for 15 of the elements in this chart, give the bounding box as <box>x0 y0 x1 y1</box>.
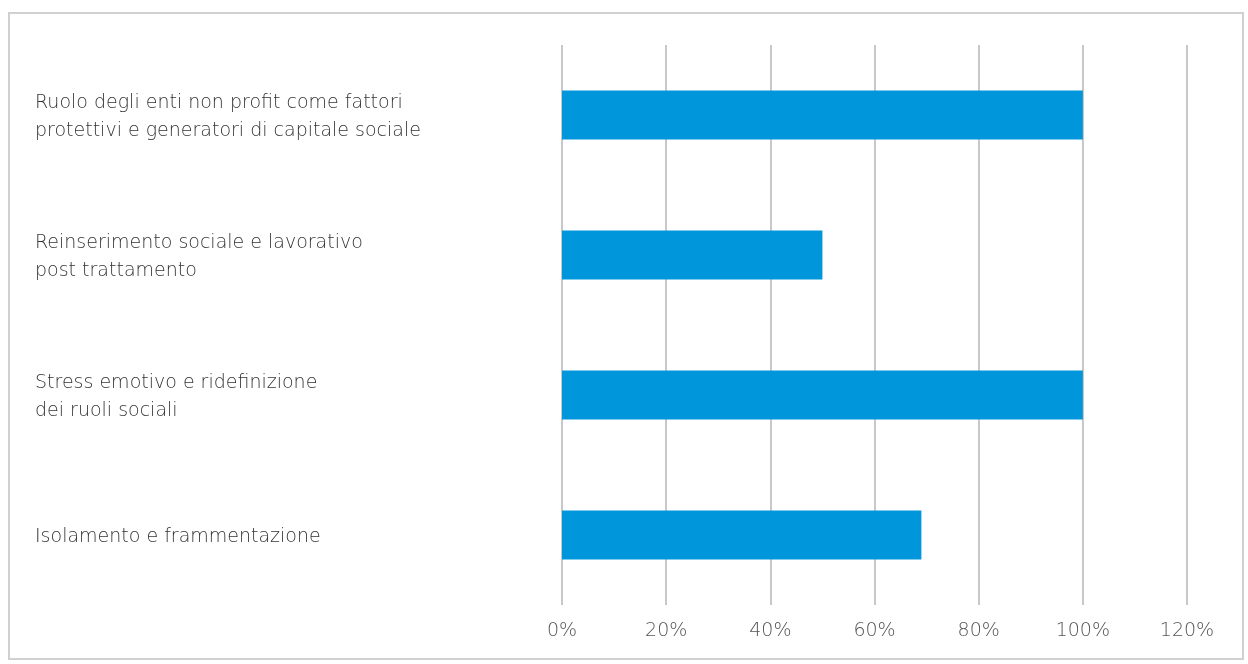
x-tick-label: 40% <box>749 617 792 640</box>
bar <box>562 230 823 280</box>
y-tick-label: Reinserimento sociale e lavorativo post trattamento <box>35 230 363 280</box>
x-tick-label: 80% <box>957 617 1000 640</box>
x-tick-label: 20% <box>645 617 688 640</box>
y-tick-label: Ruolo degli enti non profit come fattori protettivi e generatori di capitale sociale <box>35 90 421 140</box>
x-tick-label: 60% <box>853 617 896 640</box>
x-tick-label: 100% <box>1055 617 1110 640</box>
bar <box>562 510 922 560</box>
y-tick-label: Stress emotivo e ridefinizione dei ruoli sociali <box>35 370 318 420</box>
x-tick-label: 0% <box>546 617 578 640</box>
bar <box>562 90 1083 140</box>
bar <box>562 370 1083 420</box>
x-tick-label: 120% <box>1159 617 1215 640</box>
y-tick-label: Isolamento e frammentazione <box>35 524 321 546</box>
